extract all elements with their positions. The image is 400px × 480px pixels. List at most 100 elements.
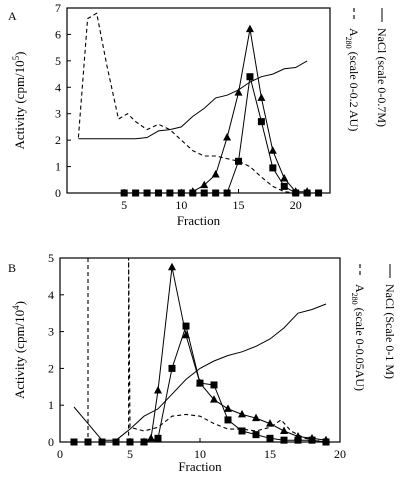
data-point-triangle bbox=[200, 180, 209, 189]
data-point-square bbox=[182, 322, 190, 330]
data-point-triangle bbox=[154, 385, 162, 394]
x-tick-label: 5 bbox=[121, 198, 127, 212]
data-point-triangle bbox=[268, 146, 277, 154]
data-point-square bbox=[224, 416, 232, 424]
plot-frame bbox=[66, 7, 331, 194]
legend-label-rest: (scale 0-0.7M) bbox=[375, 53, 389, 127]
panel-a: A 0 1 2 3 4 5 6 7 5 10 15 20 Fraction Activity (cpm/10… bbox=[8, 1, 389, 228]
series-line-square bbox=[124, 76, 319, 194]
legend-label-main: NaCl bbox=[383, 284, 397, 310]
x-axis-label: Fraction bbox=[177, 213, 221, 228]
data-point-triangle bbox=[280, 426, 288, 434]
data-point-square bbox=[154, 434, 162, 442]
series-line-triangle bbox=[192, 29, 308, 193]
x-tick-label: 0 bbox=[57, 447, 63, 461]
data-point-square bbox=[154, 189, 162, 197]
data-point-triangle bbox=[245, 24, 254, 33]
legend-label-sub: 280 bbox=[350, 293, 359, 305]
x-tick-label: 20 bbox=[334, 447, 346, 461]
y-tick-label: 1 bbox=[48, 398, 54, 412]
data-point-square bbox=[280, 436, 288, 444]
data-point-square bbox=[269, 164, 277, 172]
series-line-a280 bbox=[87, 257, 320, 443]
x-tick-label: 15 bbox=[233, 198, 245, 212]
data-point-square bbox=[84, 438, 92, 446]
legend-label-sub: 280 bbox=[344, 37, 353, 49]
y-axis-label-sup: 5 bbox=[11, 55, 21, 60]
y-tick-label: 0 bbox=[55, 186, 61, 200]
y-tick-label: 1 bbox=[55, 160, 61, 174]
y-tick-label: 4 bbox=[55, 80, 61, 94]
data-point-square bbox=[212, 189, 220, 197]
series-line-nacl bbox=[78, 60, 308, 140]
y-axis-label-sup: 4 bbox=[11, 305, 21, 310]
legend-entry: NaCl (scale 0-0.7M) bbox=[375, 8, 389, 127]
data-point-square bbox=[177, 189, 185, 197]
data-point-square bbox=[303, 189, 311, 197]
y-axis-label-main: Activity (cpm/10 bbox=[12, 310, 27, 399]
data-point-triangle bbox=[257, 93, 266, 101]
legend-label-main: NaCl bbox=[375, 28, 389, 54]
legend-label-rest: (scale 0-0.2 AU) bbox=[347, 49, 361, 132]
y-tick-label: 7 bbox=[55, 1, 61, 15]
data-point-triangle bbox=[280, 173, 289, 182]
y-axis-label-close: ) bbox=[12, 301, 27, 305]
y-tick-label: 4 bbox=[48, 288, 54, 302]
data-point-square bbox=[166, 189, 174, 197]
data-point-square bbox=[189, 189, 197, 197]
legend-label-main: A bbox=[347, 28, 361, 37]
data-point-triangle bbox=[211, 170, 220, 178]
data-point-square bbox=[112, 438, 120, 446]
legend-label: NaCl (Scale 0-1 M) bbox=[383, 284, 397, 379]
data-point-square bbox=[140, 438, 148, 446]
legend-label: A280 (scale 0-0.05AU) bbox=[350, 284, 367, 391]
data-point-triangle bbox=[224, 404, 232, 412]
data-point-triangle bbox=[182, 330, 190, 339]
y-tick-label: 3 bbox=[55, 107, 61, 121]
legend-label: A280 (scale 0-0.2 AU) bbox=[344, 28, 361, 131]
data-point-square bbox=[294, 436, 302, 444]
data-point-square bbox=[223, 189, 231, 197]
x-tick-label: 20 bbox=[290, 198, 302, 212]
data-point-triangle bbox=[223, 133, 232, 141]
data-point-triangle bbox=[234, 88, 243, 96]
data-point-square bbox=[143, 189, 151, 197]
panel-label: A bbox=[8, 9, 17, 23]
data-point-square bbox=[322, 438, 330, 446]
y-tick-label: 2 bbox=[55, 133, 61, 147]
x-tick-label: 15 bbox=[264, 447, 276, 461]
legend-entry: NaCl (Scale 0-1 M) bbox=[383, 264, 397, 379]
legend-label-main: A bbox=[353, 284, 367, 293]
data-point-square bbox=[200, 189, 208, 197]
y-tick-label: 5 bbox=[48, 251, 54, 265]
data-point-square bbox=[280, 182, 288, 190]
y-tick-label: 3 bbox=[48, 325, 54, 339]
data-point-triangle bbox=[168, 262, 176, 271]
legend-entry: A280 (scale 0-0.2 AU) bbox=[344, 8, 361, 131]
data-point-square bbox=[196, 379, 204, 387]
data-point-triangle bbox=[210, 395, 218, 403]
data-point-square bbox=[252, 431, 260, 439]
data-point-square bbox=[235, 157, 243, 165]
x-tick-label: 10 bbox=[194, 447, 206, 461]
y-tick-label: 5 bbox=[55, 54, 61, 68]
x-tick-label: 10 bbox=[175, 198, 187, 212]
legend-label: NaCl (scale 0-0.7M) bbox=[375, 28, 389, 127]
legend-entry: A280 (scale 0-0.05AU) bbox=[350, 264, 367, 391]
data-point-square bbox=[126, 438, 134, 446]
panel-label: B bbox=[8, 261, 16, 275]
data-point-triangle bbox=[238, 409, 246, 418]
y-axis-label: Activity (cpm/104) bbox=[11, 301, 27, 399]
data-point-square bbox=[246, 73, 254, 81]
series-line-triangle bbox=[143, 267, 327, 443]
y-axis-label: Activity (cpm/105) bbox=[11, 51, 27, 149]
y-axis-label-main: Activity (cpm/10 bbox=[12, 60, 27, 149]
data-point-square bbox=[315, 189, 323, 197]
y-tick-label: 6 bbox=[55, 27, 61, 41]
x-tick-label: 5 bbox=[127, 447, 133, 461]
y-tick-label: 0 bbox=[48, 435, 54, 449]
data-point-triangle bbox=[266, 419, 274, 427]
series-line-a280 bbox=[77, 12, 296, 194]
